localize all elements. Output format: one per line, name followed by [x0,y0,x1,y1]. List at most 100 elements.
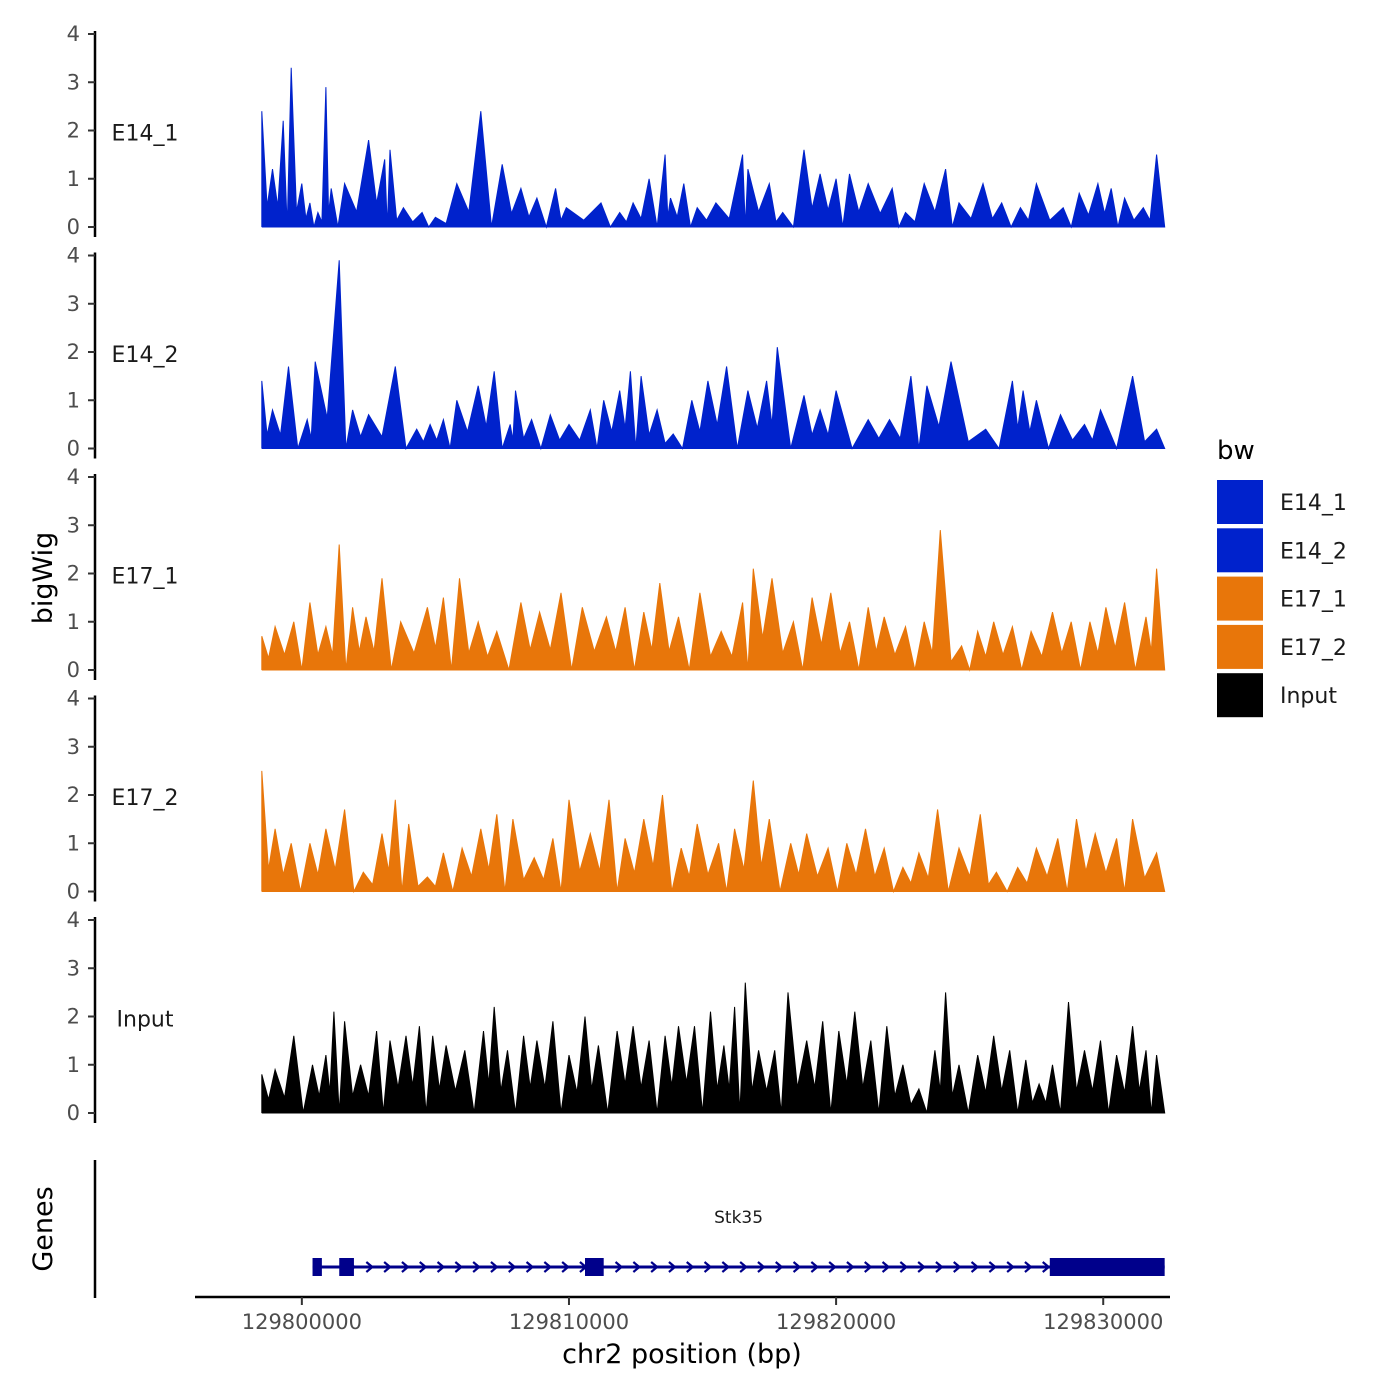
track-e14-2: 0 1 2 3 4 E14_2 [67,244,1166,461]
strand-arrow [917,1261,926,1273]
track-input: 0 1 2 3 4 Input [67,908,1166,1125]
y-tick-label: 2 [67,562,80,586]
strand-arrow [490,1261,499,1273]
track-e17-2: 0 1 2 3 4 E17_2 [67,687,1166,904]
coverage-area-input [261,982,1166,1114]
strand-arrow [401,1261,410,1273]
coverage-area-e17-2 [261,770,1166,894]
x-tick-label: 129820000 [776,1310,896,1334]
x-tick-label: 129800000 [242,1310,362,1334]
strand-arrow [383,1261,392,1273]
strand-arrow [1006,1261,1015,1273]
gene-exon [339,1258,354,1276]
strand-arrow [757,1261,766,1273]
coverage-tracks: 0 1 2 3 4 E14_1 0 1 2 3 4 E14_2 0 1 2 3 4 E17_1 0 1 2 3 4 E17_2… [67,22,1166,1125]
strand-arrow [721,1261,731,1273]
y-tick-label: 4 [67,908,80,932]
y-tick-label: 1 [67,388,80,412]
y-tick-label: 1 [67,610,80,634]
strand-arrow [365,1261,375,1273]
legend-key-e14-2 [1217,528,1263,573]
track-label: E17_1 [112,565,179,590]
track-e14-1: 0 1 2 3 4 E14_1 [67,22,1166,239]
y-tick-label: 3 [67,70,80,94]
genes-panel: Genes Stk35 [28,1160,1165,1298]
y-tick-label: 2 [67,340,80,364]
strand-arrow [436,1261,446,1273]
y-tick-label: 3 [67,956,80,980]
x-axis: 129800000 129810000 129820000 129830000 [195,1295,1170,1334]
track-label: E14_1 [112,122,179,147]
strand-arrow [739,1261,748,1273]
legend-label: E17_2 [1280,636,1347,661]
track-label: E17_2 [112,786,179,811]
legend-key-input [1217,673,1263,718]
y-tick-label: 0 [67,437,80,461]
legend-label: Input [1280,684,1337,709]
strand-arrow [1042,1261,1051,1273]
y-tick-label: 1 [67,1053,80,1077]
strand-arrow [632,1261,642,1273]
genes-panel-title: Genes [28,1186,59,1271]
coverage-area-e17-1 [261,530,1166,672]
track-label: E14_2 [112,343,179,368]
legend-label: E14_1 [1280,491,1347,516]
strand-arrow [775,1261,784,1273]
track-e17-1: 0 1 2 3 4 E17_1 [67,465,1166,682]
legend-key-e17-2 [1217,624,1263,669]
strand-arrow [846,1261,855,1273]
y-tick-label: 3 [67,735,80,759]
strand-arrow [810,1261,820,1273]
y-tick-label: 2 [67,783,80,807]
y-tick-label: 2 [67,1005,80,1029]
strand-arrow [970,1261,980,1273]
x-axis-title: chr2 position (bp) [562,1339,802,1370]
strand-arrow [881,1261,891,1273]
y-tick-label: 3 [67,513,80,537]
y-tick-label: 0 [67,215,80,239]
y-tick-label: 1 [67,167,80,191]
strand-arrow [953,1261,962,1273]
y-tick-label: 1 [67,831,80,855]
gene-name-label: Stk35 [714,1208,763,1228]
strand-arrow [543,1261,553,1273]
legend-key-e14-1 [1217,480,1263,524]
gene-model [312,1258,1165,1276]
y-tick-label: 0 [67,880,80,904]
strand-arrow [454,1261,464,1273]
strand-arrow [935,1261,944,1273]
y-tick-label: 3 [67,292,80,316]
x-tick-label: 129830000 [1043,1310,1163,1334]
gene-exon [585,1258,604,1276]
strand-arrow [419,1261,428,1273]
strand-arrow [864,1261,873,1273]
strand-arrow [561,1261,570,1273]
coverage-area-e14-1 [261,67,1166,229]
track-label: Input [117,1008,174,1033]
legend: bw E14_1 E14_2 E17_1 E17_2 Input [1217,436,1347,718]
x-tick-label: 129810000 [509,1310,629,1334]
strand-arrow [988,1261,998,1273]
strand-arrow [508,1261,517,1273]
strand-arrow [650,1261,659,1273]
strand-arrow [792,1261,802,1273]
y-tick-label: 0 [67,1101,80,1125]
y-tick-label: 4 [67,244,80,268]
y-axis-title: bigWig [28,532,59,625]
strand-arrow [1024,1261,1033,1273]
strand-arrow [668,1261,677,1273]
gene-exon [1049,1258,1165,1276]
y-tick-label: 4 [67,22,80,46]
y-tick-label: 4 [67,687,80,711]
strand-arrow [703,1261,713,1273]
legend-key-e17-1 [1217,576,1263,621]
y-tick-label: 2 [67,119,80,143]
legend-label: E14_2 [1280,539,1347,564]
strand-arrow [472,1261,481,1273]
strand-arrow [686,1261,695,1273]
strand-arrow [525,1261,535,1273]
strand-arrow [828,1261,837,1273]
strand-arrow [614,1261,624,1273]
y-tick-label: 4 [67,465,80,489]
